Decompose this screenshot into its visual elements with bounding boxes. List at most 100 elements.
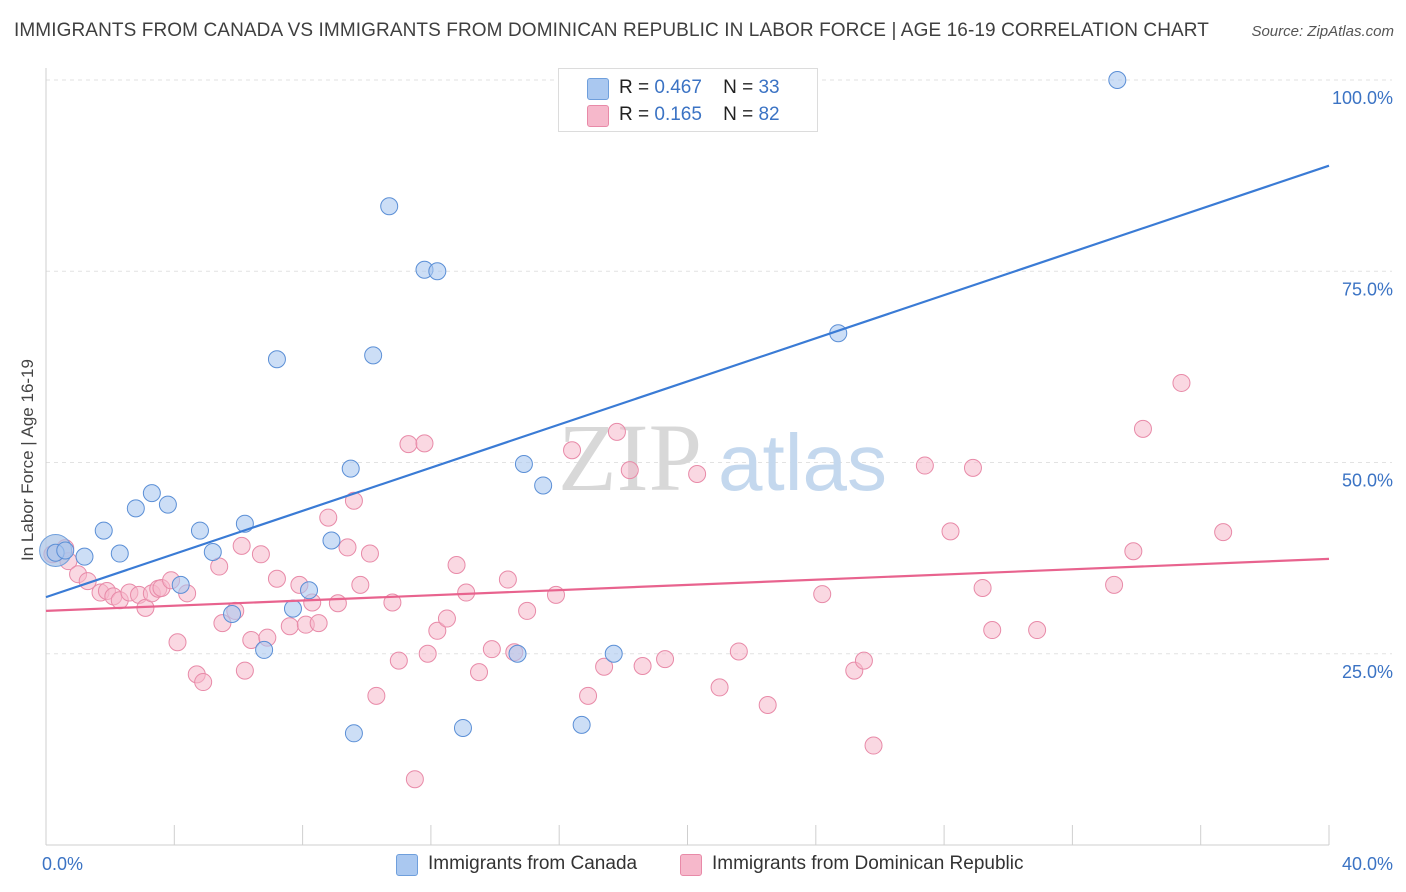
series-legend-swatch-dominican	[680, 854, 702, 876]
series-legend-label-dominican: Immigrants from Dominican Republic	[712, 853, 1024, 874]
legend-r-value: 0.165	[654, 104, 702, 125]
series-dominican-points	[43, 373, 1233, 789]
point-dominican	[319, 508, 338, 527]
point-dominican	[633, 656, 652, 675]
point-dominican	[758, 696, 777, 715]
point-dominican	[1133, 419, 1152, 438]
point-dominican	[941, 522, 960, 541]
point-dominican	[399, 435, 418, 454]
series-legend-label-canada: Immigrants from Canada	[428, 853, 638, 874]
watermark: ZIP atlas	[558, 404, 887, 511]
point-dominican	[1124, 542, 1143, 561]
point-canada	[322, 531, 341, 550]
point-dominican	[267, 569, 286, 588]
point-canada	[508, 644, 527, 663]
legend-swatch-canada	[587, 78, 609, 100]
point-dominican	[563, 441, 582, 460]
point-dominican	[579, 686, 598, 705]
point-dominican	[405, 770, 424, 789]
point-dominican	[729, 642, 748, 661]
point-dominican	[338, 538, 357, 557]
y-tick-label: 100.0%	[1332, 88, 1393, 108]
point-canada	[171, 575, 190, 594]
y-tick-label: 75.0%	[1342, 279, 1393, 299]
point-dominican	[251, 545, 270, 564]
chart-title: IMMIGRANTS FROM CANADA VS IMMIGRANTS FRO…	[14, 20, 1209, 41]
point-dominican	[280, 617, 299, 636]
point-canada	[364, 346, 383, 365]
trend-line-dominican	[45, 557, 1330, 613]
legend-text-dominican: R = 0.165 N = 82	[619, 104, 780, 126]
legend-n-label: N =	[723, 77, 754, 98]
point-dominican	[983, 621, 1002, 640]
series-legend-swatch-canada	[396, 854, 418, 876]
point-dominican	[813, 585, 832, 604]
point-dominican	[1105, 575, 1124, 594]
point-dominican	[235, 661, 254, 680]
point-dominican	[367, 686, 386, 705]
point-canada	[283, 599, 302, 618]
trend-line-canada	[45, 164, 1330, 599]
point-dominican	[428, 621, 447, 640]
point-canada	[453, 718, 472, 737]
point-dominican	[1214, 523, 1233, 542]
axes	[45, 68, 1330, 846]
point-dominican	[470, 663, 489, 682]
point-dominican	[1172, 373, 1191, 392]
watermark-zip: ZIP	[558, 404, 702, 511]
point-dominican	[688, 464, 707, 483]
point-dominican	[328, 594, 347, 613]
legend-n-value: 33	[758, 77, 780, 98]
point-canada	[142, 484, 161, 503]
x-tick-label-max: 40.0%	[1342, 854, 1393, 874]
point-canada	[110, 544, 129, 563]
point-canada	[344, 724, 363, 743]
point-dominican	[437, 609, 456, 628]
point-canada	[56, 541, 75, 560]
point-canada	[604, 644, 623, 663]
point-canada	[94, 521, 113, 540]
point-canada	[255, 640, 274, 659]
point-dominican	[482, 640, 501, 659]
point-dominican	[194, 673, 213, 692]
point-dominican	[232, 536, 251, 555]
series-canada-points	[39, 71, 1127, 743]
point-canada	[514, 455, 533, 474]
point-dominican	[710, 678, 729, 697]
legend-n-label: N =	[723, 104, 754, 125]
y-tick-label: 25.0%	[1342, 662, 1393, 682]
point-canada	[428, 262, 447, 281]
x-tick-label-min: 0.0%	[42, 854, 83, 874]
point-canada	[158, 495, 177, 514]
watermark-atlas: atlas	[718, 418, 887, 507]
legend-r-label: R =	[619, 104, 650, 125]
point-dominican	[415, 434, 434, 453]
legend-swatch-dominican	[587, 105, 609, 127]
point-dominican	[351, 575, 370, 594]
point-canada	[190, 521, 209, 540]
point-dominican	[973, 578, 992, 597]
point-canada	[300, 581, 319, 600]
source-label: Source: ZipAtlas.com	[1251, 23, 1394, 40]
point-dominican	[915, 456, 934, 475]
point-dominican	[360, 544, 379, 563]
point-dominican	[864, 736, 883, 755]
point-canada	[203, 543, 222, 562]
point-canada	[75, 547, 94, 566]
point-canada	[380, 197, 399, 216]
legend-n-value: 82	[758, 104, 780, 125]
point-canada	[572, 715, 591, 734]
legend-r-label: R =	[619, 77, 650, 98]
series-legend: Immigrants from Canada Immigrants from D…	[0, 852, 1406, 878]
point-dominican	[854, 651, 873, 670]
point-dominican	[344, 491, 363, 510]
point-dominican	[168, 633, 187, 652]
point-dominican	[418, 644, 437, 663]
legend-r-value: 0.467	[654, 77, 702, 98]
point-canada	[267, 350, 286, 369]
point-dominican	[1028, 621, 1047, 640]
point-dominican	[518, 601, 537, 620]
point-canada	[223, 604, 242, 623]
point-dominican	[607, 422, 626, 441]
